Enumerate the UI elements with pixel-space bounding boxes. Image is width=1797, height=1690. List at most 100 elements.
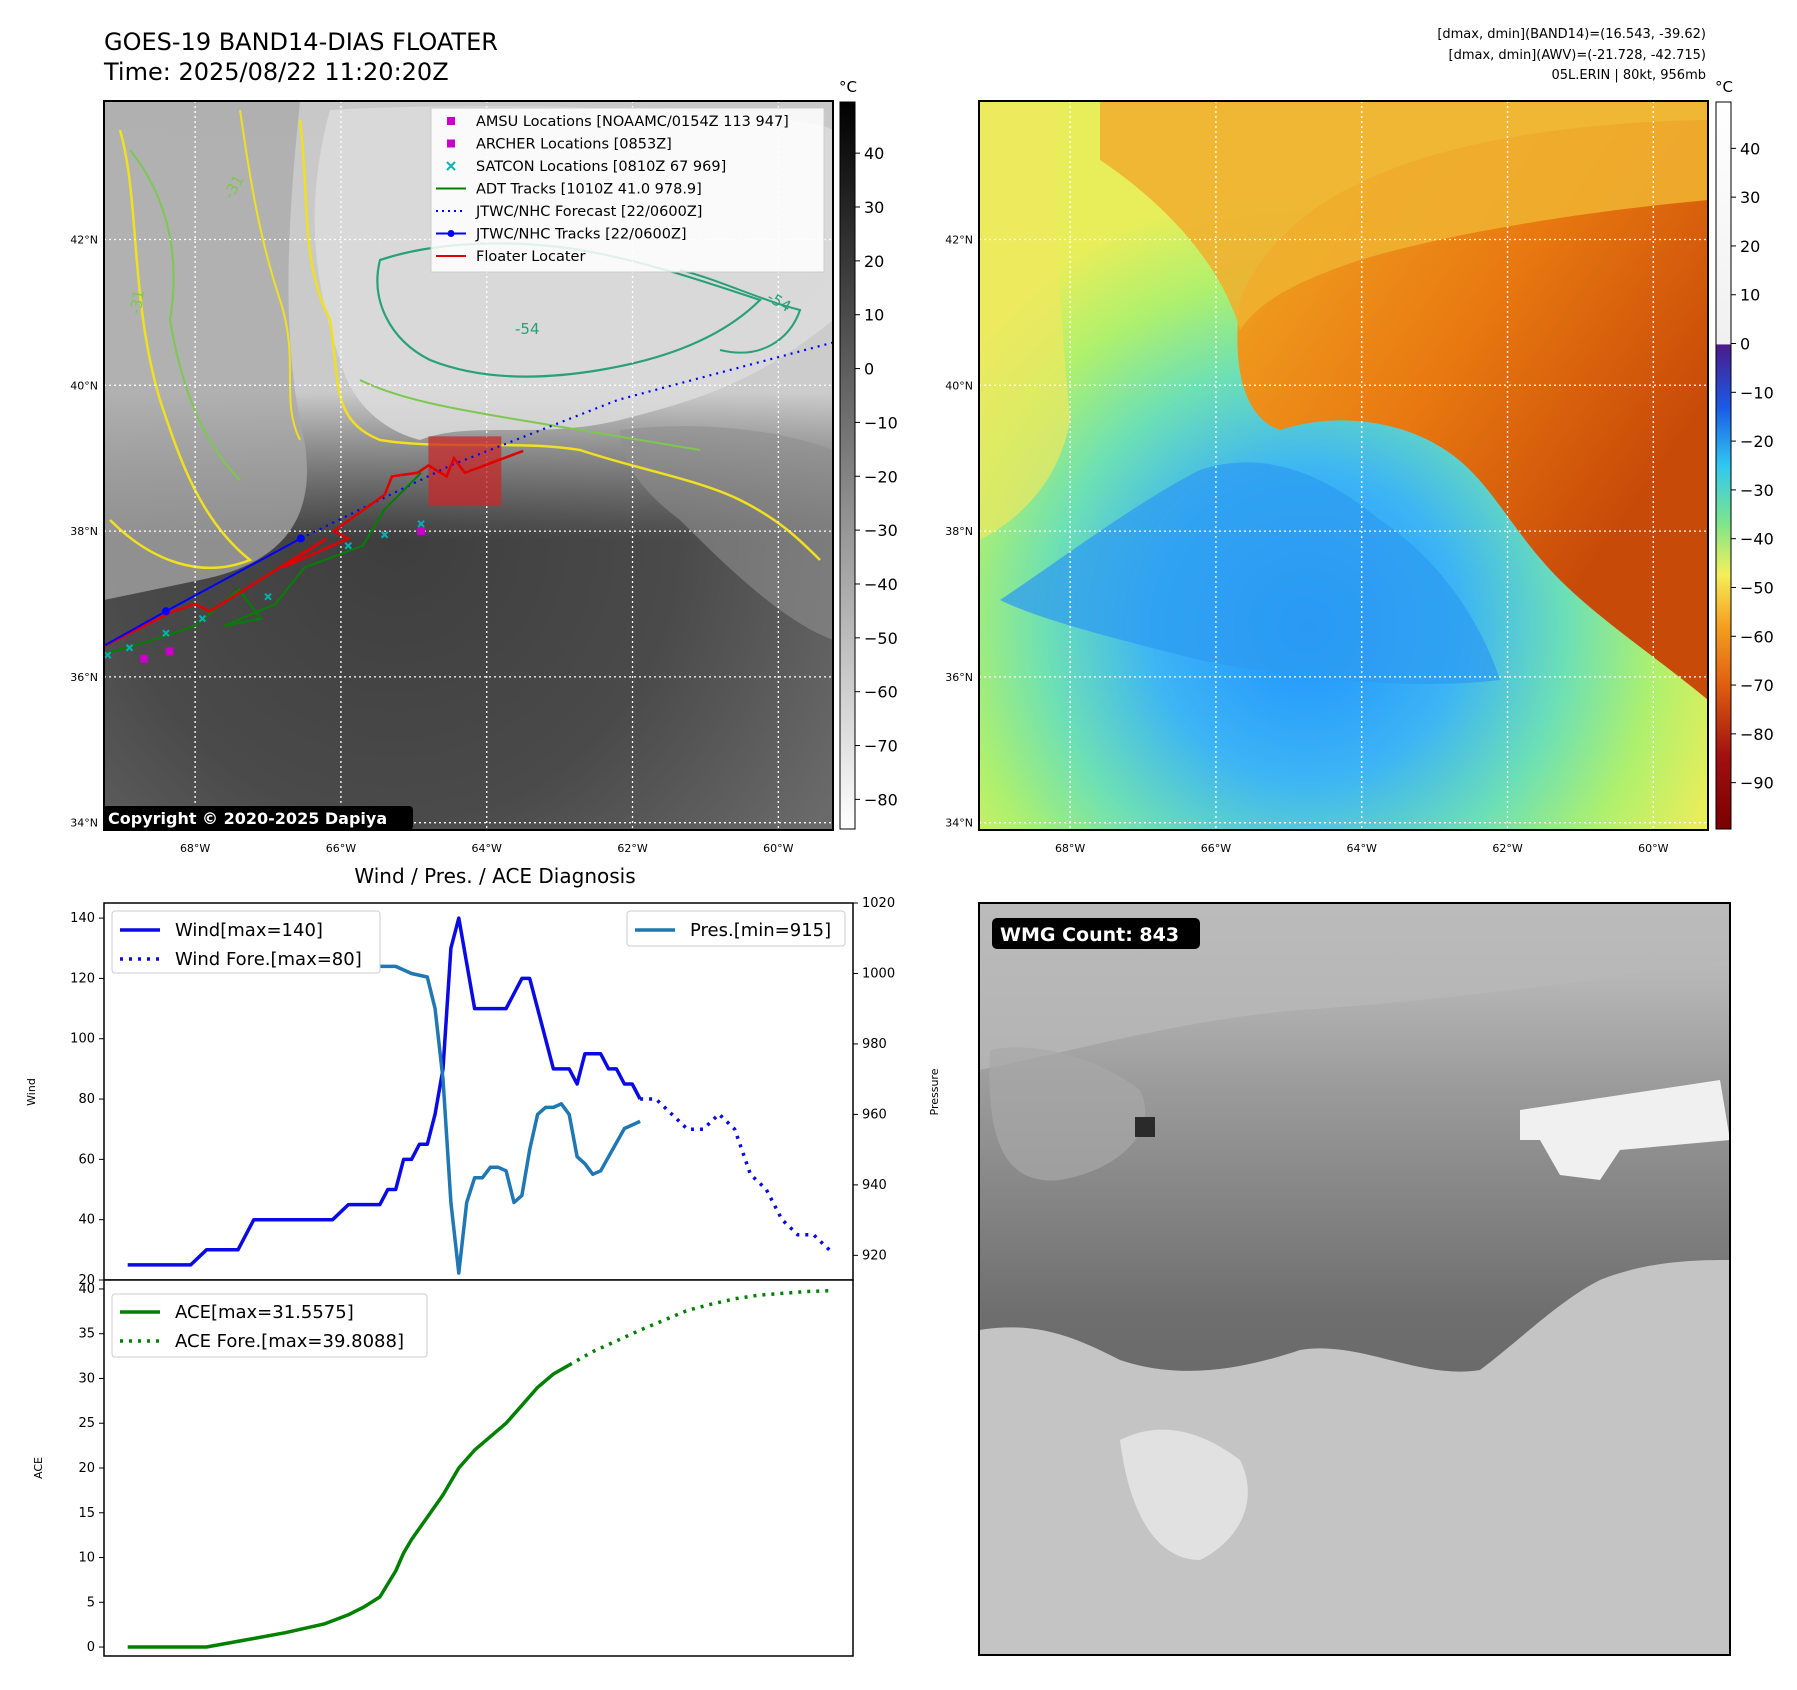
lon-label: 64°W xyxy=(1347,842,1377,855)
wmg-left-patch xyxy=(989,1047,1146,1181)
lon-label: 66°W xyxy=(326,842,356,855)
dmax-awv: [dmax, dmin](AWV)=(-21.728, -42.715) xyxy=(1449,48,1706,63)
wind-tick-label: 100 xyxy=(70,1032,95,1047)
awv-left-band xyxy=(979,101,1070,540)
lat-label: 40°N xyxy=(70,379,98,392)
colorbar-tick-label: −20 xyxy=(864,467,898,486)
ace-legend-box xyxy=(111,1293,428,1358)
wind-fore-legend-label: Wind Fore.[max=80] xyxy=(175,949,362,970)
wind-tick-label: 40 xyxy=(78,1213,95,1228)
lat-label: 36°N xyxy=(70,671,98,684)
satcon-location xyxy=(264,593,272,601)
amsu-location xyxy=(417,527,426,536)
wmg-right-bright xyxy=(1520,1080,1730,1180)
colorbar-tick-label: −10 xyxy=(1740,383,1774,402)
ir-frame xyxy=(103,100,834,831)
grid-lines-awv xyxy=(979,101,1708,830)
pressure-legend-box xyxy=(626,910,846,947)
lon-label: 64°W xyxy=(472,842,502,855)
colorbar-tick-label: 20 xyxy=(864,252,884,271)
pressure-tick-label: 1020 xyxy=(862,896,895,911)
colorbar-tick-label: 30 xyxy=(864,198,884,217)
ace-series xyxy=(127,1288,830,1649)
legend-label: SATCON Locations [0810Z 67 969] xyxy=(476,159,726,175)
wmg-frame xyxy=(978,902,1731,1656)
ace-tick-label: 20 xyxy=(78,1461,95,1476)
diagnosis-title: Wind / Pres. / ACE Diagnosis xyxy=(354,864,635,888)
satcon-location xyxy=(198,614,207,623)
ace-legend: ACE[max=31.5575] ACE Fore.[max=39.8088] xyxy=(111,1293,428,1358)
colorbar-tick-label: −70 xyxy=(1740,676,1774,695)
satcon-location xyxy=(417,520,425,528)
colorbar-tick-label: −90 xyxy=(1740,774,1774,793)
pressure-ticks: 920 940 960 980 1000 1020 xyxy=(853,896,895,1263)
awv-colorbar-unit: °C xyxy=(1715,78,1733,96)
awv-colorbar-ticks: 40 30 20 10 0 −10 −20 −30 −40 −50 −60 −70 −80 −90 xyxy=(1731,139,1774,793)
lon-label: 66°W xyxy=(1201,842,1231,855)
colorbar-tick-label: 40 xyxy=(1740,139,1760,158)
main-time: Time: 2025/08/22 11:20:20Z xyxy=(103,58,449,86)
contour-label-1: -54 xyxy=(515,320,540,338)
ir-right-cloud xyxy=(620,426,833,640)
awv-frame xyxy=(978,100,1709,831)
ir-map-panel: -54 -31 -54 -31 42°N40°N38°N36°N34°N 68°… xyxy=(70,78,898,855)
ace-legend-label: ACE[max=31.5575] xyxy=(175,1302,354,1323)
contour-yellow-2 xyxy=(109,129,253,569)
wmg-bottom-bright xyxy=(979,1260,1730,1655)
colorbar-tick-label: −20 xyxy=(1740,432,1774,451)
ace-tick-label: 30 xyxy=(78,1371,95,1386)
ace-ylabel: ACE xyxy=(32,1457,45,1479)
satcon-location xyxy=(380,531,389,539)
lon-label: 68°W xyxy=(1055,842,1085,855)
pressure-tick-label: 960 xyxy=(862,1107,887,1122)
colorbar-tick-label: −30 xyxy=(1740,481,1774,500)
ace-tick-label: 10 xyxy=(78,1551,95,1566)
jtwc-track-point xyxy=(161,607,170,616)
jtwc-track-point xyxy=(296,534,305,543)
wind-ylabel: Wind xyxy=(25,1078,38,1106)
colorbar-tick-label: −30 xyxy=(864,521,898,540)
wind-ticks: 20 40 60 80 100 120 140 xyxy=(70,911,104,1288)
ace-tick-label: 5 xyxy=(87,1595,95,1610)
lat-label: 40°N xyxy=(945,379,973,392)
colorbar-tick-label: 30 xyxy=(1740,188,1760,207)
awv-lat-labels: 42°N 40°N 38°N 36°N 34°N xyxy=(945,234,973,830)
wind-tick-label: 20 xyxy=(78,1273,95,1288)
wmg-label-box xyxy=(992,918,1200,949)
pressure-legend: Pres.[min=915] xyxy=(626,910,846,947)
colorbar-tick-label: 10 xyxy=(864,306,884,325)
ir-lat-labels: 42°N 40°N 38°N 36°N 34°N xyxy=(70,234,98,830)
copyright-box xyxy=(103,806,413,830)
lat-label: 42°N xyxy=(945,234,973,247)
amsu-location xyxy=(165,647,174,656)
awv-lon-labels: 68°W 66°W 64°W 62°W 60°W xyxy=(1055,842,1669,855)
satcon-location xyxy=(125,644,134,652)
colorbar-tick-label: 40 xyxy=(864,144,884,163)
ir-lon-labels: 68°W 66°W 64°W 62°W 60°W xyxy=(180,842,794,855)
awv-top-band xyxy=(1100,101,1708,330)
colorbar-tick-label: −40 xyxy=(864,575,898,594)
wmg-bottom-highlight xyxy=(1120,1429,1248,1560)
pressure-tick-label: 940 xyxy=(862,1178,887,1193)
contour-green-3 xyxy=(359,379,701,451)
ir-colorbar-unit: °C xyxy=(839,78,857,96)
contour-green-4 xyxy=(679,269,802,354)
amsu-location xyxy=(140,654,149,663)
main-title: GOES-19 BAND14-DIAS FLOATER xyxy=(104,28,498,56)
legend-marker-square xyxy=(447,139,455,148)
ace-tick-label: 35 xyxy=(78,1327,95,1342)
awv-dry-slot xyxy=(1237,120,1708,700)
legend-label: ADT Tracks [1010Z 41.0 978.9] xyxy=(476,182,702,198)
pressure-legend-label: Pres.[min=915] xyxy=(690,920,831,941)
satcon-location xyxy=(344,541,352,550)
wind-legend: Wind[max=140] Wind Fore.[max=80] xyxy=(111,910,381,974)
satcon-location xyxy=(162,629,170,637)
ir-colorbar-ticks: 40 30 20 10 0 −10 −20 −30 −40 −50 −60 −70 −80 xyxy=(855,144,898,809)
lat-label: 38°N xyxy=(70,525,98,538)
lon-label: 60°W xyxy=(1638,842,1668,855)
colorbar-tick-label: −50 xyxy=(1740,578,1774,597)
legend-label: JTWC/NHC Tracks [22/0600Z] xyxy=(475,227,687,243)
awv-colorbar xyxy=(1715,101,1732,830)
tracks-ir xyxy=(104,341,833,663)
